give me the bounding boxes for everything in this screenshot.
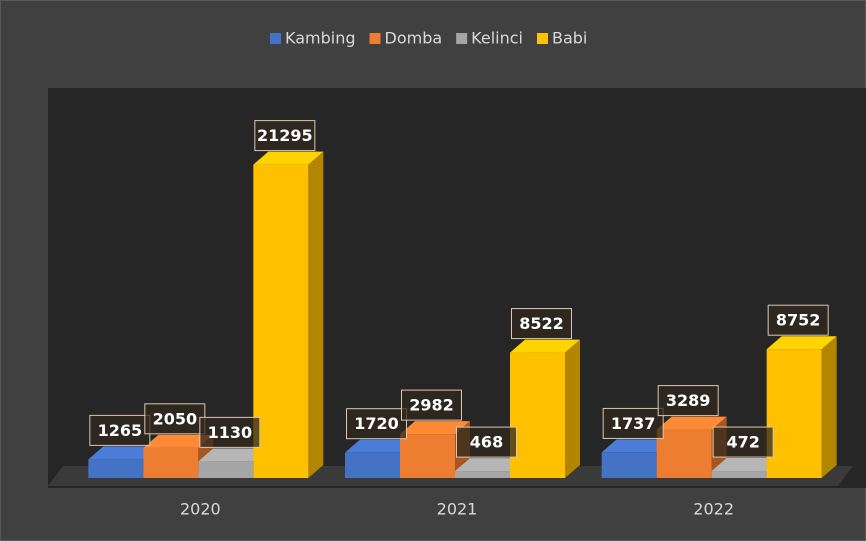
legend-label: Kambing bbox=[285, 29, 356, 48]
data-label: 1737 bbox=[611, 414, 656, 433]
data-label: 21295 bbox=[257, 126, 313, 145]
data-label: 2982 bbox=[409, 396, 454, 415]
bar-top bbox=[345, 439, 415, 453]
bar bbox=[143, 447, 199, 478]
bar bbox=[711, 471, 767, 478]
data-label: 468 bbox=[470, 433, 503, 452]
data-label: 8752 bbox=[776, 311, 821, 330]
data-label-box bbox=[144, 403, 206, 435]
legend-swatch bbox=[536, 33, 548, 44]
legend-label: Kelinci bbox=[471, 29, 523, 48]
bar-side bbox=[821, 336, 837, 478]
data-label-box bbox=[254, 120, 316, 152]
data-label-box bbox=[657, 385, 719, 417]
data-label-box bbox=[89, 414, 151, 446]
data-label: 8522 bbox=[519, 314, 564, 333]
data-label: 1265 bbox=[98, 421, 143, 440]
data-label: 2050 bbox=[153, 409, 198, 428]
data-label-box bbox=[199, 416, 261, 448]
data-label: 1720 bbox=[354, 414, 399, 433]
data-label-box bbox=[602, 407, 664, 439]
bar-side bbox=[565, 339, 580, 478]
legend-swatch bbox=[270, 33, 281, 44]
data-label-box bbox=[767, 304, 829, 336]
bar-top bbox=[143, 434, 214, 448]
bar-top bbox=[455, 458, 525, 472]
bar-top bbox=[400, 421, 470, 435]
legend-swatch bbox=[369, 33, 381, 44]
data-label-box bbox=[346, 408, 407, 440]
data-label: 472 bbox=[726, 433, 759, 452]
x-tick-label: 2022 bbox=[693, 500, 734, 519]
bar-top bbox=[253, 151, 324, 165]
data-label-box bbox=[401, 389, 462, 421]
bar-top bbox=[510, 339, 580, 353]
bar bbox=[601, 452, 657, 478]
bar-top bbox=[601, 439, 672, 453]
bar bbox=[198, 461, 254, 478]
bar bbox=[253, 164, 309, 479]
bar bbox=[766, 349, 822, 478]
data-label: 1130 bbox=[208, 423, 253, 442]
bar-top bbox=[88, 446, 159, 460]
bar-top bbox=[656, 416, 727, 430]
bar-top bbox=[766, 336, 837, 350]
bar bbox=[345, 452, 400, 478]
data-label-box bbox=[456, 426, 517, 458]
data-label-box bbox=[511, 308, 572, 340]
data-label-box bbox=[712, 426, 774, 458]
bar bbox=[656, 429, 712, 478]
bar bbox=[510, 352, 565, 478]
bar bbox=[455, 471, 510, 478]
x-tick-label: 2020 bbox=[180, 500, 221, 519]
bar bbox=[400, 434, 455, 478]
bar bbox=[88, 459, 144, 478]
legend-label: Domba bbox=[385, 29, 443, 48]
legend: Kambing Domba Kelinci Babi bbox=[270, 29, 587, 48]
bar-side bbox=[308, 151, 324, 479]
x-tick-label: 2021 bbox=[437, 500, 478, 519]
legend-swatch bbox=[456, 33, 468, 44]
bar-top bbox=[711, 458, 782, 472]
data-label: 3289 bbox=[666, 391, 711, 410]
legend-label: Babi bbox=[552, 29, 587, 48]
bar-top bbox=[198, 448, 269, 462]
